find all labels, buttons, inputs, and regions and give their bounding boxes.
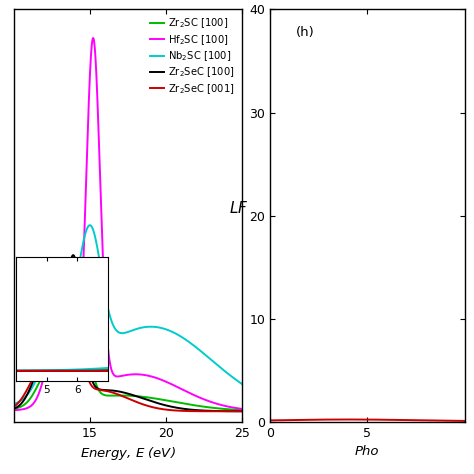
Zr$_2$SeC [001] [239,409,245,414]
Text: (h): (h) [295,26,314,39]
Nb$_2$SC [100] [87,222,93,228]
Nb$_2$SC [100] [56,320,62,326]
Nb$_2$SC [100] [239,381,245,387]
Hf$_2$SC [100] [91,35,96,41]
X-axis label: Energy, $E$ (eV): Energy, $E$ (eV) [80,445,176,462]
Line: Zr$_2$SeC [100]: Zr$_2$SeC [100] [0,255,242,411]
Zr$_2$SeC [001] [43,363,48,368]
Hf$_2$SC [100] [199,395,204,401]
Hf$_2$SC [100] [233,405,238,411]
Zr$_2$SeC [100] [233,409,238,414]
Nb$_2$SC [100] [199,349,204,355]
Zr$_2$SeC [100] [43,355,48,360]
Zr$_2$SC [100] [239,407,245,413]
Zr$_2$SeC [001] [67,267,73,273]
Zr$_2$SC [100] [233,407,238,413]
Line: Zr$_2$SC [100]: Zr$_2$SC [100] [0,302,242,411]
Zr$_2$SC [100] [43,369,48,374]
Nb$_2$SC [100] [43,353,48,358]
Y-axis label: $LF$: $LF$ [228,200,248,216]
Zr$_2$SeC [001] [56,329,62,335]
Zr$_2$SC [100] [199,403,204,409]
Line: Hf$_2$SC [100]: Hf$_2$SC [100] [0,38,242,411]
Hf$_2$SC [100] [239,406,245,412]
Zr$_2$SeC [100] [70,252,76,258]
X-axis label: Pho: Pho [355,445,380,458]
Zr$_2$SeC [100] [239,409,245,414]
Zr$_2$SC [100] [56,366,62,372]
Hf$_2$SC [100] [43,368,48,374]
Hf$_2$SC [100] [56,326,62,331]
Legend: Zr$_2$SC [100], Hf$_2$SC [100], Nb$_2$SC [100], Zr$_2$SeC [100], Zr$_2$SeC [001]: Zr$_2$SC [100], Hf$_2$SC [100], Nb$_2$SC… [146,12,239,100]
Zr$_2$SeC [100] [56,339,62,345]
Line: Nb$_2$SC [100]: Nb$_2$SC [100] [0,225,242,411]
Nb$_2$SC [100] [233,377,238,383]
Zr$_2$SeC [001] [233,409,238,414]
Zr$_2$SeC [001] [199,409,204,414]
Zr$_2$SeC [100] [199,408,204,413]
Line: Zr$_2$SeC [001]: Zr$_2$SeC [001] [0,270,242,411]
Zr$_2$SC [100] [76,299,82,305]
